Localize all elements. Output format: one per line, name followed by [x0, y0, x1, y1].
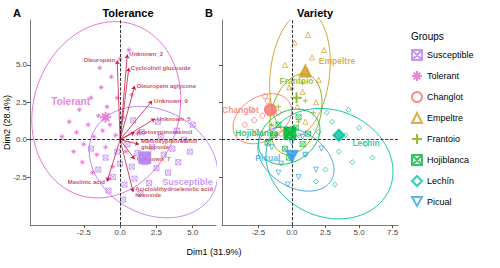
svg-text:glucoside: glucoside: [141, 144, 170, 150]
svg-text:Acetoxypinoresinol: Acetoxypinoresinol: [137, 129, 193, 135]
svg-text:Matlioxypinoresinol: Matlioxypinoresinol: [141, 138, 199, 145]
svg-text:2.5: 2.5: [16, 98, 28, 107]
svg-text:Tolerance: Tolerance: [102, 7, 153, 19]
svg-text:Unknown_2: Unknown_2: [129, 51, 163, 57]
svg-text:Unknown_5: Unknown_5: [157, 116, 191, 122]
svg-text:A: A: [13, 7, 21, 19]
svg-text:Dim2 (28.4%): Dim2 (28.4%): [2, 95, 12, 150]
svg-text:hexoside: hexoside: [135, 192, 162, 198]
svg-text:Empeltre: Empeltre: [427, 113, 463, 123]
svg-text:Picual: Picual: [255, 153, 280, 163]
svg-text:Tolerant: Tolerant: [51, 96, 90, 107]
svg-text:Hojiblanca: Hojiblanca: [235, 128, 278, 138]
svg-text:Groups: Groups: [411, 31, 444, 42]
svg-text:Oleuropein: Oleuropein: [84, 57, 116, 63]
svg-text:2.5: 2.5: [320, 228, 332, 237]
svg-text:Variety: Variety: [297, 7, 334, 19]
svg-text:0.0: 0.0: [115, 228, 127, 237]
svg-text:2.5: 2.5: [151, 228, 163, 237]
svg-text:Changlot: Changlot: [222, 105, 259, 115]
svg-text:Lechín: Lechín: [427, 176, 454, 186]
svg-text:Oleuropein aglycone: Oleuropein aglycone: [137, 83, 197, 89]
svg-text:Susceptible: Susceptible: [427, 50, 474, 60]
svg-text:5.0: 5.0: [16, 60, 28, 69]
svg-text:-2.5: -2.5: [13, 173, 27, 182]
svg-text:Dim1 (31.9%): Dim1 (31.9%): [186, 247, 241, 257]
svg-text:Changlot: Changlot: [427, 92, 464, 102]
svg-text:Unknown_7: Unknown_7: [136, 156, 171, 163]
svg-text:-2.5: -2.5: [77, 228, 91, 237]
svg-text:Tolerant: Tolerant: [427, 71, 460, 81]
svg-text:Lechín: Lechín: [352, 138, 379, 148]
svg-text:Picual: Picual: [427, 197, 452, 207]
svg-text:5.0: 5.0: [353, 228, 365, 237]
svg-text:Susceptible: Susceptible: [162, 177, 213, 187]
svg-text:-2.5: -2.5: [251, 228, 265, 237]
svg-text:0.0: 0.0: [286, 228, 298, 237]
svg-text:Empeltre: Empeltre: [319, 56, 356, 66]
svg-text:Acicloldihydroelenolic acid: Acicloldihydroelenolic acid: [135, 186, 215, 193]
svg-text:Frantoio: Frantoio: [427, 134, 460, 144]
svg-text:Hojiblanca: Hojiblanca: [427, 155, 469, 165]
svg-text:5.0: 5.0: [187, 228, 199, 237]
svg-text:Frantoio: Frantoio: [280, 76, 314, 86]
svg-text:7.5: 7.5: [387, 228, 399, 237]
svg-text:Maslinic acid: Maslinic acid: [68, 179, 106, 185]
svg-text:0.0: 0.0: [16, 135, 28, 144]
svg-text:Cycloolivil glucoside: Cycloolivil glucoside: [131, 65, 191, 71]
svg-text:Unknown_9: Unknown_9: [154, 98, 188, 104]
svg-text:B: B: [205, 7, 213, 19]
